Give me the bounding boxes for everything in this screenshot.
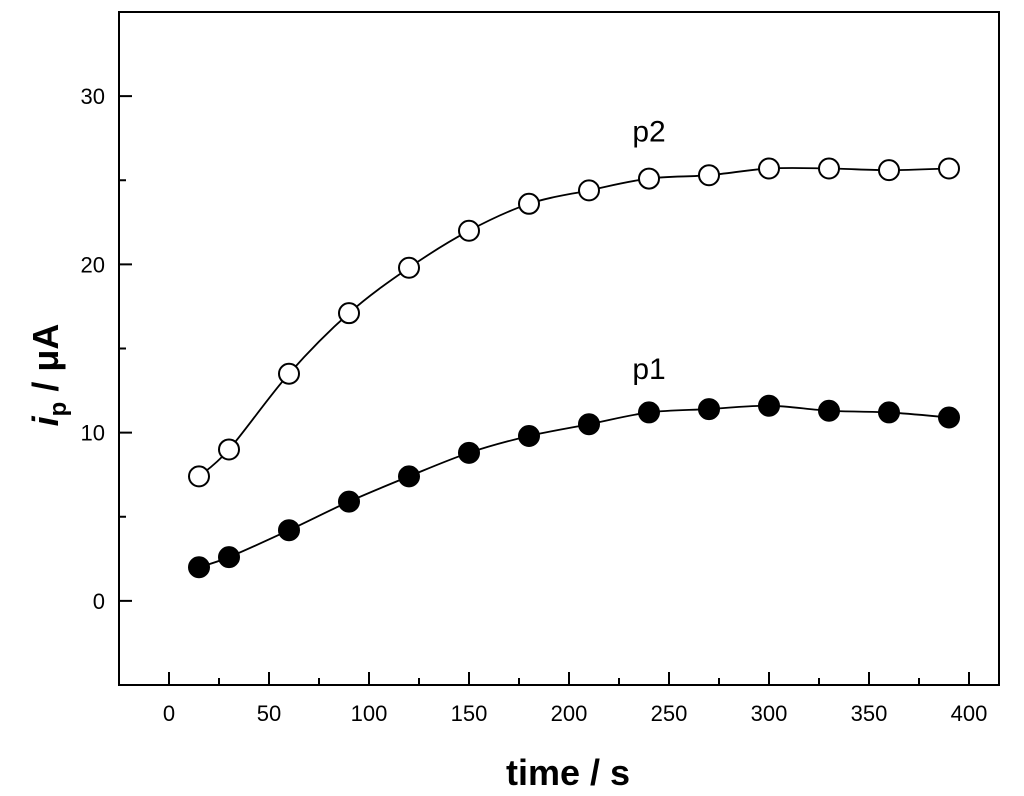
p2-point bbox=[338, 302, 360, 325]
p2-point bbox=[458, 219, 480, 242]
p2-point bbox=[398, 256, 420, 279]
y-axis-title: ip / μA bbox=[25, 324, 72, 427]
svg-text:ip / μA: ip / μA bbox=[25, 324, 72, 427]
p1-curve bbox=[198, 404, 950, 569]
y-tick-label: 10 bbox=[81, 421, 105, 446]
series-markers bbox=[188, 157, 960, 579]
x-tick-label: 150 bbox=[451, 701, 488, 726]
y-tick-label: 30 bbox=[81, 84, 105, 109]
p1-point bbox=[938, 406, 960, 429]
y-tick-label: 0 bbox=[93, 589, 105, 614]
p1-point bbox=[458, 441, 480, 464]
p2-series-label: p2 bbox=[632, 116, 665, 149]
p1-point bbox=[398, 465, 420, 488]
p2-point bbox=[758, 157, 780, 180]
x-tick-label: 250 bbox=[651, 701, 688, 726]
p1-point bbox=[818, 399, 840, 422]
x-tick-label: 50 bbox=[257, 701, 281, 726]
p2-point bbox=[218, 438, 240, 461]
p1-point bbox=[218, 546, 240, 569]
p1-point bbox=[758, 394, 780, 417]
p2-point bbox=[818, 157, 840, 180]
plot-frame bbox=[118, 11, 1000, 686]
p1-series-label: p1 bbox=[632, 353, 665, 386]
p1-point bbox=[518, 424, 540, 447]
x-axis-title: time / s bbox=[506, 752, 630, 793]
series-curves bbox=[198, 167, 950, 569]
x-tick-label: 400 bbox=[951, 701, 988, 726]
p2-point bbox=[638, 167, 660, 190]
x-tick-label: 300 bbox=[751, 701, 788, 726]
x-tick-label: 100 bbox=[351, 701, 388, 726]
p2-point bbox=[188, 465, 210, 488]
x-tick-label: 200 bbox=[551, 701, 588, 726]
y-axis-title-main: i bbox=[25, 415, 66, 426]
p1-point bbox=[638, 401, 660, 424]
p2-point bbox=[278, 362, 300, 385]
x-tick-label: 350 bbox=[851, 701, 888, 726]
x-tick-label: 0 bbox=[163, 701, 175, 726]
ticks: 0 50 100 150 200 250 300 350 400 0 10 20 30 bbox=[81, 11, 988, 726]
p1-point bbox=[878, 401, 900, 424]
series-labels: p2 p1 bbox=[632, 116, 665, 386]
y-axis-title-rest: / μA bbox=[25, 324, 66, 402]
y-tick-label: 20 bbox=[81, 252, 105, 277]
p1-point bbox=[698, 398, 720, 421]
p2-point bbox=[698, 164, 720, 187]
p2-point bbox=[938, 157, 960, 180]
p2-point bbox=[578, 179, 600, 202]
y-axis-title-sub: p bbox=[45, 402, 72, 417]
p2-curve bbox=[198, 167, 950, 478]
p2-point bbox=[518, 192, 540, 215]
p2-point bbox=[878, 159, 900, 182]
p1-point bbox=[338, 490, 360, 513]
p1-point bbox=[578, 413, 600, 436]
p1-point bbox=[188, 556, 210, 579]
p1-point bbox=[278, 519, 300, 542]
